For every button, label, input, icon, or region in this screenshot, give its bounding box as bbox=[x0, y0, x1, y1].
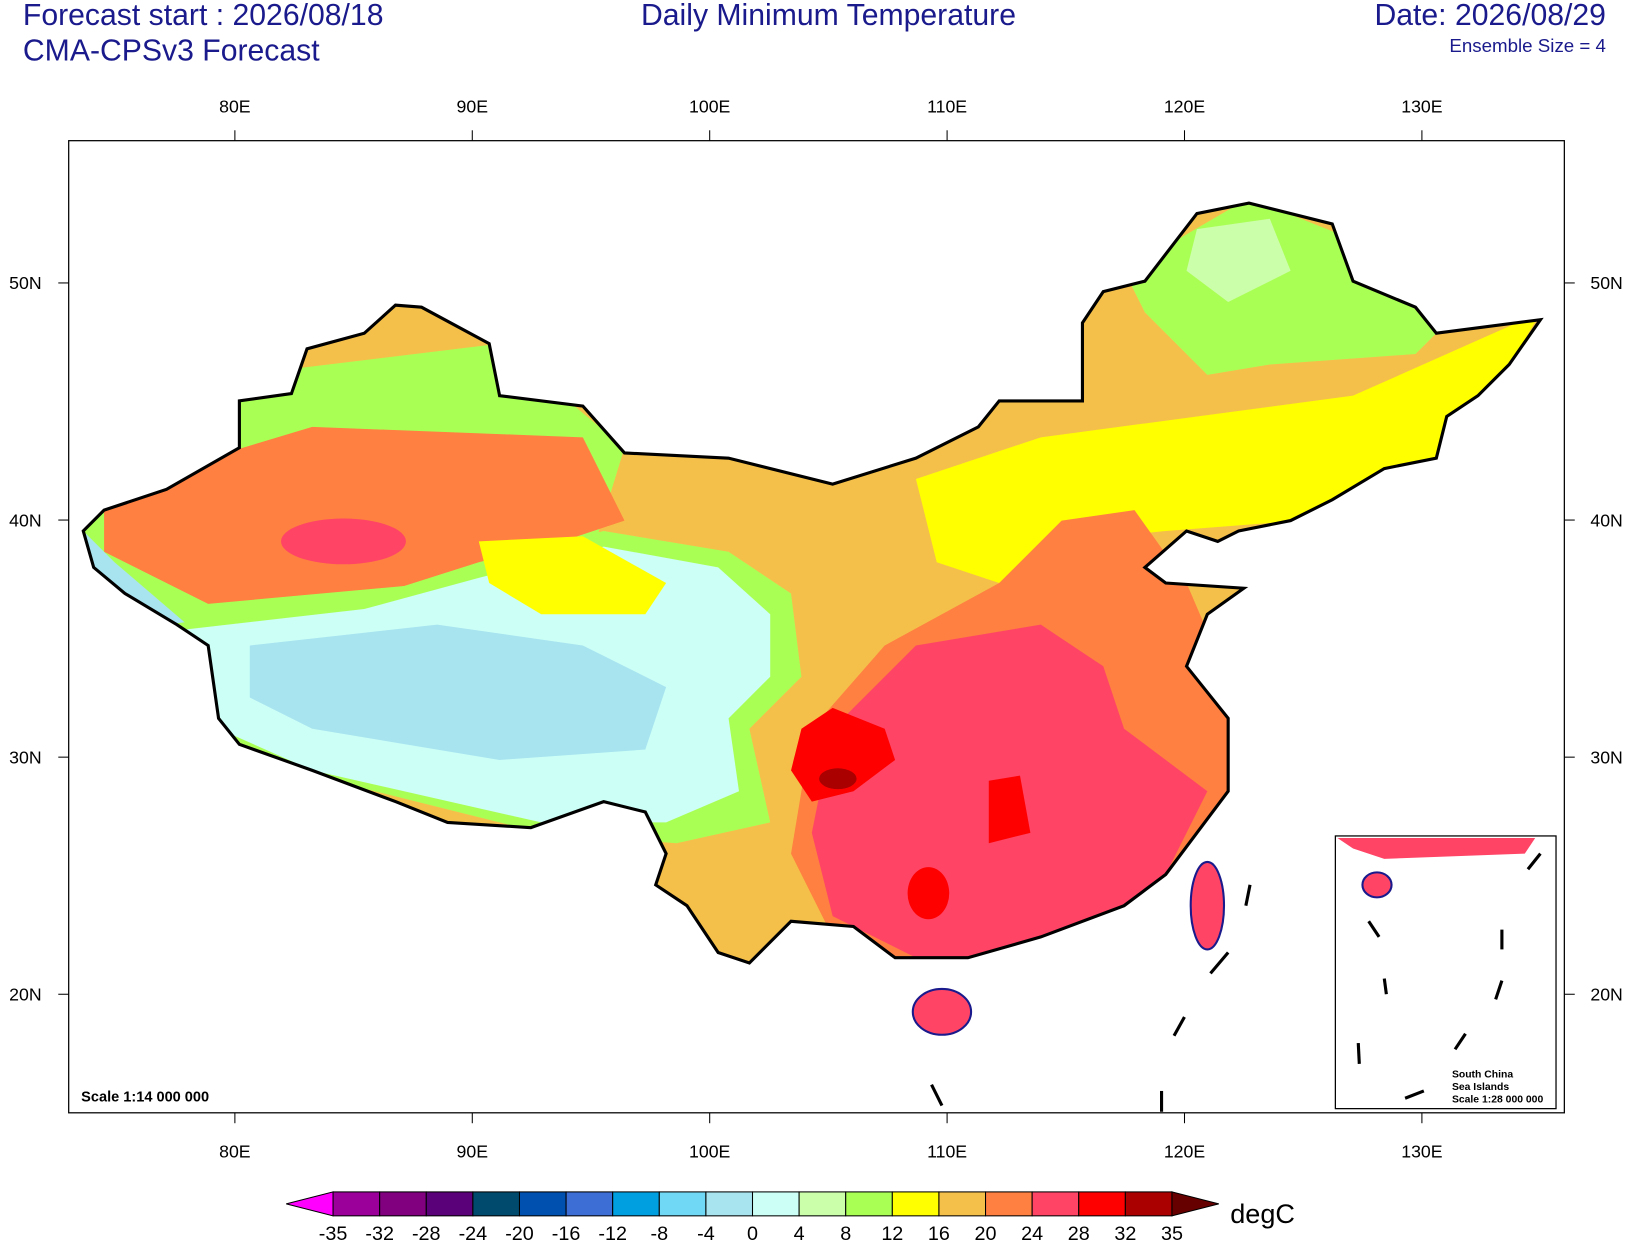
x-tick-label: 130E bbox=[1401, 97, 1443, 117]
colorbar-label: 28 bbox=[1068, 1223, 1090, 1241]
valid-date: Date: 2026/08/29 bbox=[1374, 0, 1606, 32]
colorbar-box bbox=[891, 1191, 940, 1217]
inset-label: South China bbox=[1452, 1069, 1513, 1080]
colorbar-box bbox=[798, 1191, 847, 1217]
colorbar-label: -16 bbox=[552, 1223, 581, 1241]
ensemble-size: Ensemble Size = 4 bbox=[1449, 35, 1606, 56]
y-tick-label: 30N bbox=[1590, 747, 1622, 767]
colorbar-label: 0 bbox=[747, 1223, 758, 1241]
colorbar-box bbox=[332, 1191, 381, 1217]
colorbar-box bbox=[565, 1191, 614, 1217]
colorbar-box bbox=[658, 1191, 707, 1217]
x-tick-label: 90E bbox=[457, 97, 489, 117]
colorbar-label: -28 bbox=[412, 1223, 441, 1241]
colorbar-box bbox=[1124, 1191, 1173, 1217]
colorbar-box bbox=[985, 1191, 1033, 1217]
x-tick-label: 120E bbox=[1164, 1142, 1206, 1162]
x-tick-label: 130E bbox=[1401, 1142, 1443, 1162]
colorbar-label: -4 bbox=[697, 1223, 715, 1241]
map-scale: Scale 1:14 000 000 bbox=[81, 1089, 209, 1105]
inset-label: Scale 1:28 000 000 bbox=[1452, 1094, 1544, 1105]
colorbar-label: -32 bbox=[365, 1223, 394, 1241]
title: Daily Minimum Temperature bbox=[641, 0, 1016, 32]
colorbar-label: -8 bbox=[651, 1223, 669, 1241]
inset: South China Sea Islands Scale 1:28 000 0… bbox=[1334, 835, 1557, 1110]
y-tick-label: 30N bbox=[9, 747, 41, 767]
colorbar-label: 4 bbox=[794, 1223, 805, 1241]
colorbar-box bbox=[472, 1191, 521, 1217]
colorbar-box bbox=[1031, 1191, 1080, 1217]
colorbar-box bbox=[845, 1191, 893, 1217]
y-tick-label: 50N bbox=[9, 273, 41, 293]
colorbar-box bbox=[518, 1191, 567, 1217]
model-name: CMA-CPSv3 Forecast bbox=[23, 35, 320, 68]
x-tick-label: 80E bbox=[219, 1142, 251, 1162]
colorbar-box bbox=[705, 1191, 754, 1217]
colorbar-box bbox=[425, 1191, 474, 1217]
x-tick-label: 100E bbox=[689, 97, 731, 117]
colorbar-label: 20 bbox=[975, 1223, 997, 1241]
x-tick-label: 80E bbox=[219, 97, 251, 117]
colorbar-label: 8 bbox=[840, 1223, 851, 1241]
colorbar-box bbox=[379, 1191, 427, 1217]
colorbar-label: 32 bbox=[1114, 1223, 1136, 1241]
colorbar-label: -35 bbox=[319, 1223, 348, 1241]
x-tick-label: 90E bbox=[457, 1142, 489, 1162]
y-tick-label: 40N bbox=[9, 510, 41, 530]
inset-label: Sea Islands bbox=[1452, 1082, 1509, 1093]
colorbar: -35 -32 -28 -24 -20 -16 -12 -8 -4 0 4 8 12 16 20 24 28 32… bbox=[286, 1191, 1219, 1241]
colorbar-label: 35 bbox=[1161, 1223, 1183, 1241]
colorbar-label: -24 bbox=[459, 1223, 488, 1241]
colorbar-box bbox=[612, 1191, 660, 1217]
forecast-start: Forecast start : 2026/08/18 bbox=[23, 0, 384, 32]
colorbar-box bbox=[1078, 1191, 1126, 1217]
colorbar-box bbox=[751, 1191, 800, 1217]
colorbar-label: -12 bbox=[598, 1223, 627, 1241]
y-tick-label: 20N bbox=[1590, 984, 1622, 1004]
x-tick-label: 100E bbox=[689, 1142, 731, 1162]
y-tick-label: 50N bbox=[1590, 273, 1622, 293]
x-tick-label: 110E bbox=[927, 1142, 967, 1162]
axes: 80E 80E 90E 90E 100E 100E 110E 110E 120E 120E 130E… bbox=[9, 97, 1623, 1162]
y-tick-label: 40N bbox=[1590, 510, 1622, 530]
colorbar-box bbox=[938, 1191, 987, 1217]
x-tick-label: 110E bbox=[927, 97, 967, 117]
colorbar-label: -20 bbox=[505, 1223, 534, 1241]
colorbar-units: degC bbox=[1230, 1199, 1295, 1229]
y-tick-label: 20N bbox=[9, 984, 41, 1004]
colorbar-label: 12 bbox=[881, 1223, 903, 1241]
colorbar-triangle bbox=[286, 1191, 334, 1217]
colorbar-label: 16 bbox=[928, 1223, 950, 1241]
colorbar-label: 24 bbox=[1021, 1223, 1043, 1241]
x-tick-label: 120E bbox=[1164, 97, 1206, 117]
colorbar-triangle bbox=[1171, 1191, 1219, 1217]
